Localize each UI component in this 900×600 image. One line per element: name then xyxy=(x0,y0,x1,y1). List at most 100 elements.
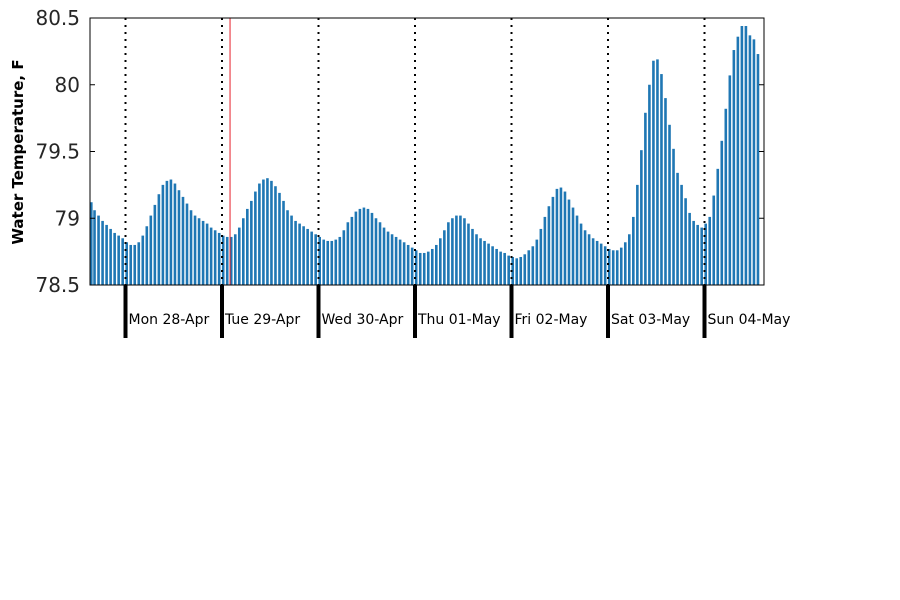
bar xyxy=(366,208,370,285)
bar xyxy=(121,238,124,285)
bar xyxy=(286,210,289,285)
day-label: Sun 04-May xyxy=(708,312,791,328)
bar xyxy=(684,198,687,285)
bar xyxy=(539,228,543,285)
bar xyxy=(342,230,346,285)
bar xyxy=(233,234,237,285)
bar xyxy=(221,235,225,285)
bar xyxy=(105,224,108,285)
bar xyxy=(426,251,430,286)
bar xyxy=(483,240,486,285)
bar xyxy=(129,244,133,285)
y-tick-label: 79 xyxy=(55,206,80,230)
bar xyxy=(724,108,728,285)
bar xyxy=(145,226,149,285)
bar xyxy=(700,227,703,285)
bar xyxy=(169,179,173,285)
bar xyxy=(322,239,326,285)
bar xyxy=(752,39,756,285)
bar xyxy=(603,246,607,285)
bar xyxy=(547,206,551,285)
bar xyxy=(181,196,185,285)
bar xyxy=(90,202,93,285)
bar xyxy=(153,204,157,285)
bar xyxy=(386,231,390,285)
y-tick-label: 78.5 xyxy=(35,273,80,297)
bar xyxy=(652,60,655,285)
bar xyxy=(692,220,695,285)
bar xyxy=(326,240,330,285)
bar xyxy=(314,234,317,285)
bar xyxy=(455,215,458,285)
bar xyxy=(640,150,643,285)
bar xyxy=(394,236,398,285)
bar xyxy=(459,215,462,285)
bar xyxy=(125,242,128,285)
bar xyxy=(712,195,716,285)
bar xyxy=(93,210,96,285)
day-label: Mon 28-Apr xyxy=(129,312,210,328)
bar xyxy=(475,234,478,285)
bar xyxy=(736,36,740,285)
bar xyxy=(563,191,567,285)
bar xyxy=(676,172,679,285)
y-axis: 78.5 79 79.5 80 80.5 xyxy=(35,6,764,297)
bar xyxy=(133,244,137,285)
bar xyxy=(137,242,141,285)
x-axis: Mon 28-Apr Tue 29-Apr Wed 30-Apr Thu 01-May… xyxy=(123,285,791,338)
bar xyxy=(487,243,490,285)
bar xyxy=(443,230,446,285)
bar xyxy=(756,54,760,285)
bar xyxy=(157,194,161,285)
bar xyxy=(422,252,426,285)
bar xyxy=(354,211,358,285)
day-label: Wed 30-Apr xyxy=(322,312,404,328)
bar xyxy=(668,124,671,285)
bar xyxy=(177,190,181,285)
bar xyxy=(720,140,724,285)
bar xyxy=(619,247,623,285)
bar xyxy=(101,220,104,285)
bar xyxy=(117,235,120,285)
bar xyxy=(515,258,519,285)
bar xyxy=(414,250,418,285)
bar xyxy=(611,250,615,285)
bar xyxy=(258,183,261,285)
bar xyxy=(246,208,249,285)
bar xyxy=(318,236,321,285)
bar xyxy=(161,184,165,286)
bar xyxy=(591,238,595,285)
bar xyxy=(113,232,116,285)
bar xyxy=(551,196,555,285)
bar xyxy=(656,59,659,285)
bar xyxy=(587,234,591,285)
bar xyxy=(680,184,683,286)
bar xyxy=(471,228,474,285)
bar xyxy=(109,228,112,285)
bar xyxy=(495,248,498,285)
bar xyxy=(523,254,527,285)
bar xyxy=(165,180,169,285)
bar xyxy=(463,218,466,285)
bar xyxy=(225,236,229,285)
bar xyxy=(402,242,406,285)
bar xyxy=(519,256,523,285)
bar xyxy=(201,220,205,285)
bar xyxy=(306,228,309,285)
bar xyxy=(535,239,539,285)
bar xyxy=(628,234,631,285)
bar xyxy=(378,222,382,285)
bar xyxy=(648,84,651,285)
bar xyxy=(213,230,217,285)
bar xyxy=(237,227,241,285)
bar xyxy=(410,247,414,285)
bar xyxy=(229,236,233,285)
bar xyxy=(491,246,494,285)
bar xyxy=(358,208,362,285)
bar xyxy=(696,224,699,285)
bar xyxy=(543,216,547,285)
bar xyxy=(193,215,197,285)
bar xyxy=(599,243,603,285)
bar xyxy=(149,215,153,285)
y-tick-label: 80 xyxy=(55,73,80,97)
